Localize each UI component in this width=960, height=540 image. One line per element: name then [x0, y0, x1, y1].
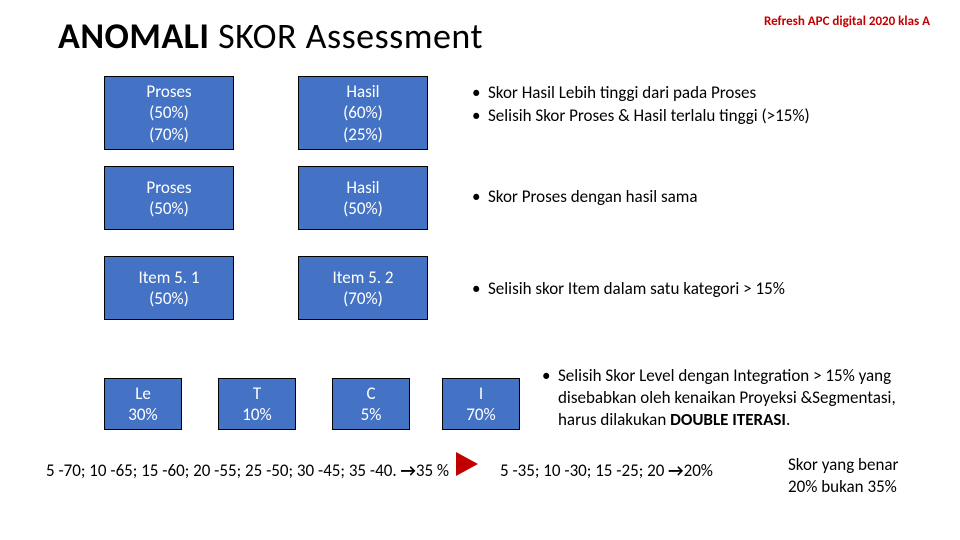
arrow-red-icon — [456, 452, 478, 476]
box-proses-1: Proses (50%) (70%) — [104, 76, 234, 150]
bullets-row1: Skor Hasil Lebih tinggi dari pada Proses… — [468, 82, 810, 128]
bullets-row3: Selisih skor Item dalam satu kategori > … — [468, 278, 785, 301]
corner-label: Refresh APC digital 2020 klas A — [764, 14, 930, 29]
side-note: Skor yang benar 20% bukan 35% — [788, 454, 948, 498]
bullets-row2: Skor Proses dengan hasil sama — [468, 186, 698, 209]
box-item52: Item 5. 2 (70%) — [298, 256, 428, 320]
title-bold: ANOMALI — [58, 14, 209, 58]
box-hasil-2: Hasil (50%) — [298, 166, 428, 230]
box-item51: Item 5. 1 (50%) — [104, 256, 234, 320]
box-proses-2: Proses (50%) — [104, 166, 234, 230]
box-hasil-1: Hasil (60%) (25%) — [298, 76, 428, 150]
box-le: Le 30% — [104, 378, 182, 430]
box-c: C 5% — [332, 378, 410, 430]
box-t: T 10% — [218, 378, 296, 430]
title-rest: SKOR Assessment — [209, 14, 483, 58]
final-note: • Selisih Skor Level dengan Integration … — [558, 365, 938, 431]
range-text: 5 -70; 10 -65; 15 -60; 20 -55; 25 -50; 3… — [46, 460, 449, 481]
page-title: ANOMALI SKOR Assessment — [58, 14, 483, 58]
second-line: 5 -35; 10 -30; 15 -25; 20 →20% — [500, 460, 713, 481]
box-i: I 70% — [442, 378, 520, 430]
